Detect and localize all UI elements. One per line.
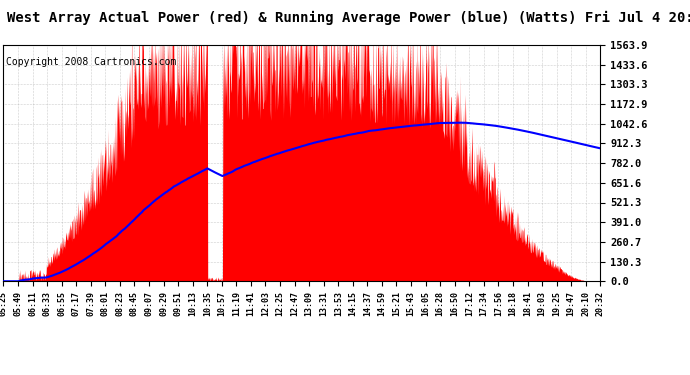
Text: Copyright 2008 Cartronics.com: Copyright 2008 Cartronics.com <box>6 57 177 67</box>
Text: West Array Actual Power (red) & Running Average Power (blue) (Watts) Fri Jul 4 2: West Array Actual Power (red) & Running … <box>7 11 690 26</box>
